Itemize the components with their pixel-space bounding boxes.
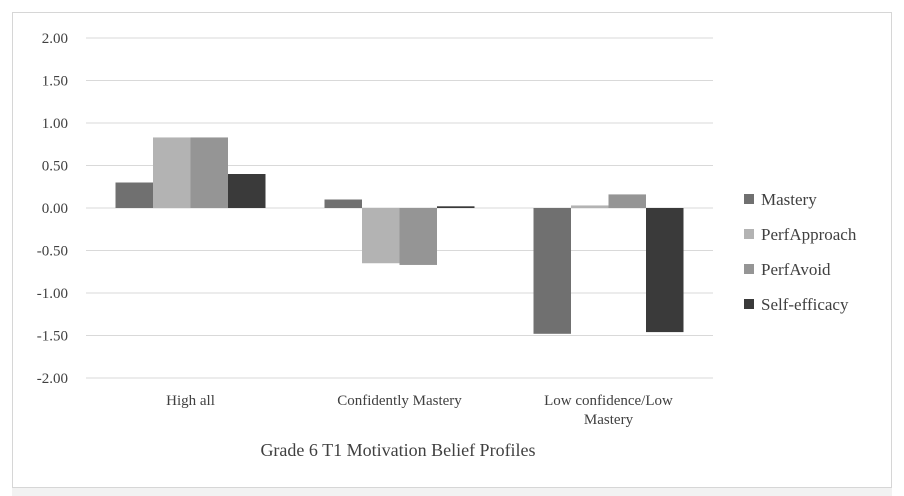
bottom-strip	[12, 488, 892, 496]
bar-perfapproach-1	[362, 208, 400, 264]
bar-mastery-0	[115, 182, 153, 208]
bar-perfavoid-2	[608, 194, 646, 208]
y-tick-label: -1.00	[37, 286, 68, 302]
bar-mastery-1	[324, 199, 362, 208]
legend-swatch	[744, 264, 754, 274]
legend-swatch	[744, 194, 754, 204]
legend-label: PerfApproach	[761, 225, 857, 244]
legend-label: PerfAvoid	[761, 260, 831, 279]
bar-self-efficacy-2	[646, 208, 684, 333]
y-axis-ticks: 2.00 1.50 1.00 0.50 0.00 -0.50 -1.00 -1.50 -2.00	[37, 31, 68, 387]
bars	[115, 137, 684, 334]
y-tick-label: -2.00	[37, 371, 68, 387]
legend-label: Self-efficacy	[761, 295, 849, 314]
bar-self-efficacy-1	[437, 206, 475, 208]
legend: Mastery PerfApproach PerfAvoid Self-efficac…	[744, 190, 857, 314]
x-tick-label: Mastery	[584, 412, 634, 428]
y-tick-label: 2.00	[42, 31, 68, 47]
legend-swatch	[744, 229, 754, 239]
x-axis-ticks: High all Confidently Mastery Low confidenc…	[166, 393, 673, 428]
y-tick-label: 0.50	[42, 159, 68, 175]
legend-swatch	[744, 299, 754, 309]
bar-perfavoid-1	[399, 208, 437, 265]
legend-label: Mastery	[761, 190, 817, 209]
y-tick-label: 1.50	[42, 74, 68, 90]
x-tick-label: Confidently Mastery	[337, 393, 462, 409]
x-tick-label: Low confidence/Low	[544, 393, 673, 409]
x-tick-label: High all	[166, 393, 215, 409]
y-tick-label: -1.50	[37, 329, 68, 345]
y-tick-label: 0.00	[42, 201, 68, 217]
bar-perfapproach-0	[153, 137, 191, 208]
bar-perfapproach-2	[571, 205, 609, 208]
y-tick-label: 1.00	[42, 116, 68, 132]
bar-self-efficacy-0	[228, 174, 266, 208]
chart-title: Grade 6 T1 Motivation Belief Profiles	[260, 440, 535, 460]
bar-mastery-2	[533, 208, 571, 334]
bar-perfavoid-0	[190, 137, 228, 208]
y-tick-label: -0.50	[37, 244, 68, 260]
